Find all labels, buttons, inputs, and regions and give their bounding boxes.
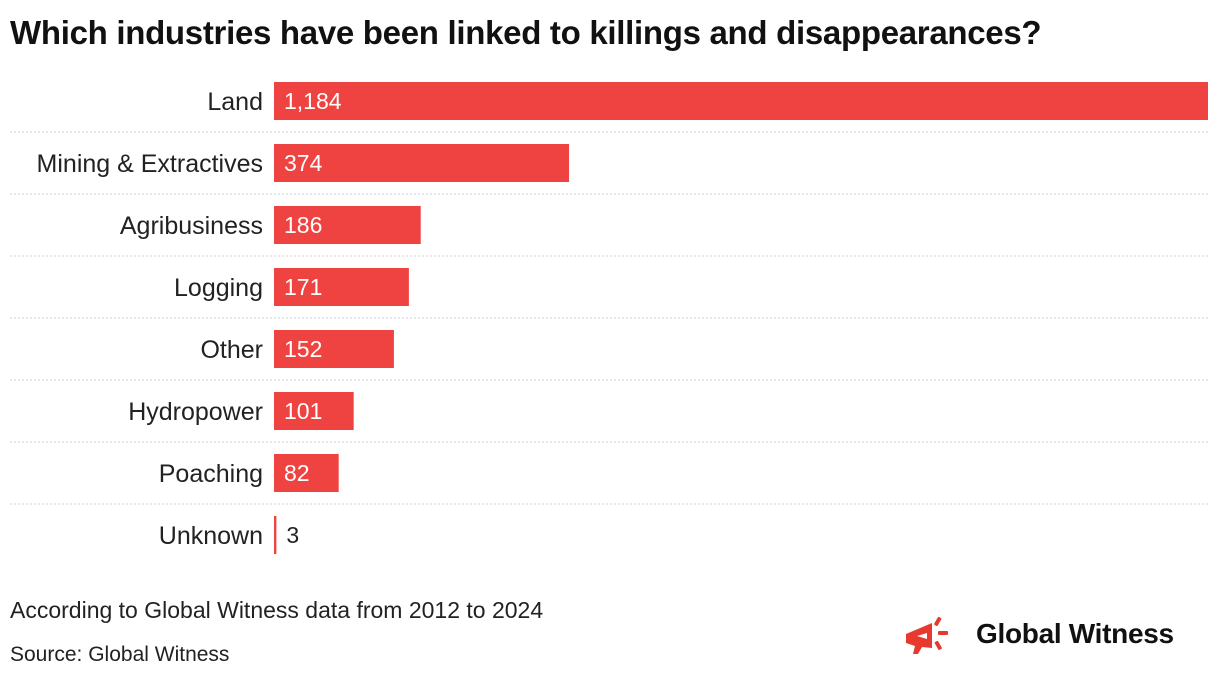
chart-source: Source: Global Witness	[10, 643, 230, 666]
megaphone-icon	[906, 616, 948, 654]
value-label: 374	[284, 150, 323, 176]
bar	[274, 516, 277, 554]
chart-title: Which industries have been linked to kil…	[10, 14, 1042, 51]
category-label: Poaching	[159, 460, 263, 488]
category-label: Unknown	[159, 522, 263, 550]
category-label: Hydropower	[128, 398, 263, 426]
bar	[274, 82, 1208, 120]
bar	[274, 206, 421, 244]
value-label: 101	[284, 398, 322, 424]
category-label: Agribusiness	[120, 212, 263, 240]
value-label: 171	[284, 274, 322, 300]
bar	[274, 392, 354, 430]
bar	[274, 268, 409, 306]
brand-logo: Global Witness	[902, 614, 1174, 654]
category-label: Other	[200, 336, 263, 364]
bar	[274, 144, 570, 182]
value-label: 152	[284, 336, 322, 362]
chart-note: According to Global Witness data from 20…	[10, 597, 544, 623]
category-label: Logging	[174, 274, 263, 302]
value-label: 82	[284, 460, 310, 486]
category-label: Land	[207, 88, 263, 116]
value-label: 186	[284, 212, 322, 238]
bar	[274, 330, 394, 368]
value-label: 1,184	[284, 88, 342, 114]
brand-name: Global Witness	[976, 618, 1174, 649]
value-label: 3	[286, 522, 299, 548]
bar	[274, 454, 339, 492]
category-label: Mining & Extractives	[37, 150, 263, 178]
bar-chart: Land 1,184 Mining & Extractives 374 Agribusi…	[10, 82, 1208, 554]
